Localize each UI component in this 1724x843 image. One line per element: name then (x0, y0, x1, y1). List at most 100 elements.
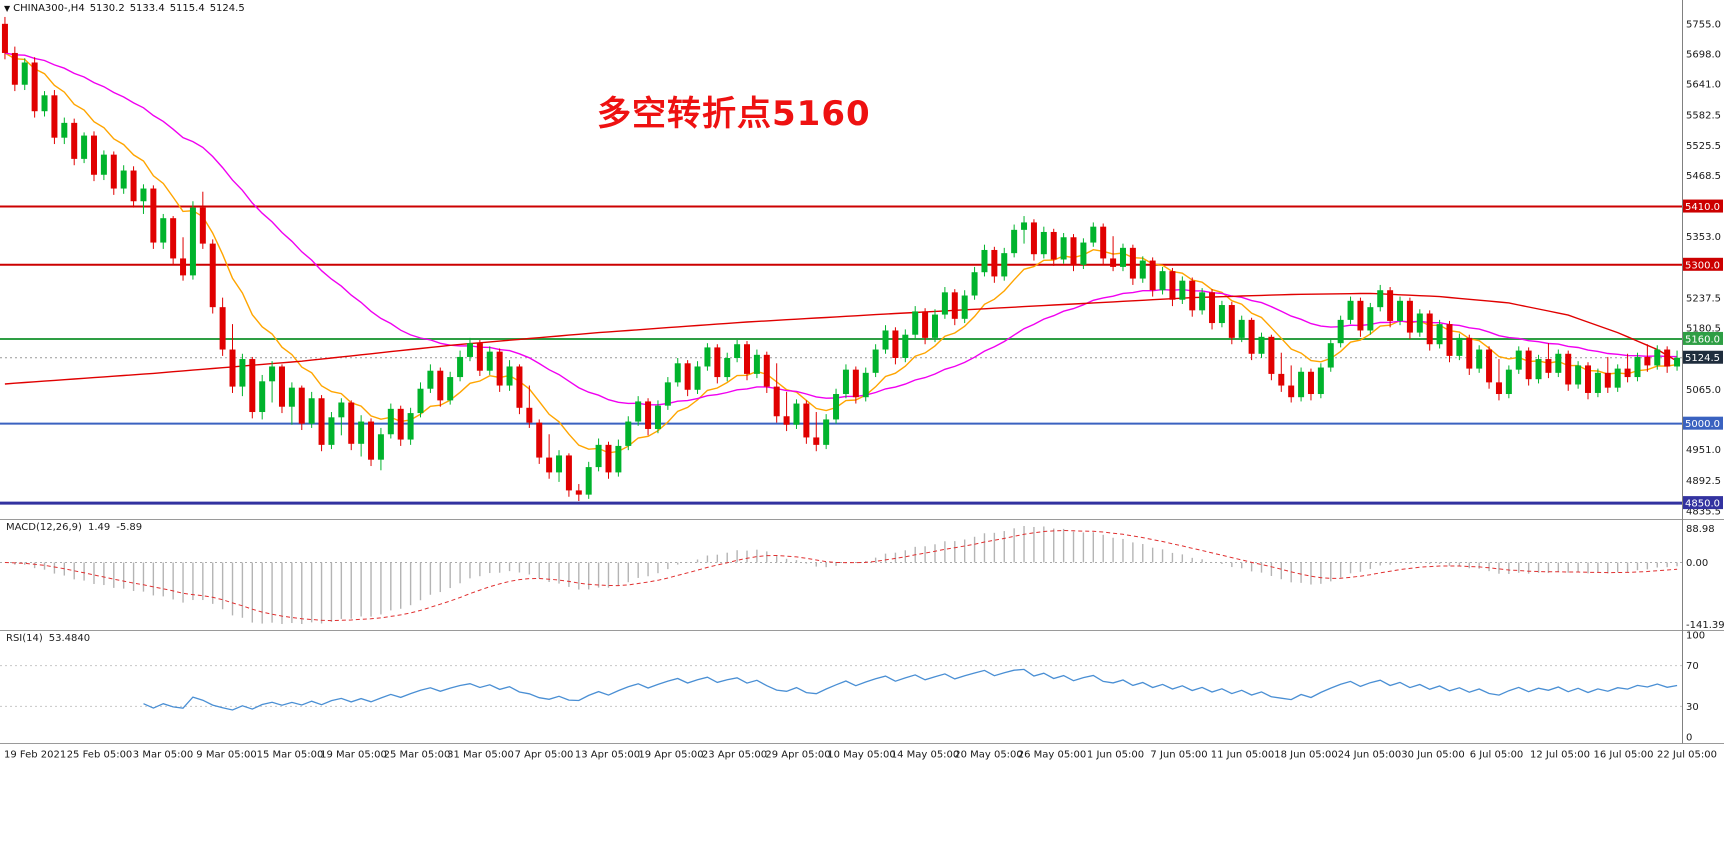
price-badge (1683, 350, 1723, 364)
candle-down (852, 369, 859, 398)
candle-down (51, 95, 58, 138)
candle-up (664, 382, 671, 406)
candle-down (229, 349, 236, 387)
candle-up (1139, 260, 1146, 279)
candle-down (1565, 353, 1572, 385)
rsi-name: RSI(14) (6, 633, 43, 644)
time-axis-label[interactable]: 9 Mar 05:00 (196, 750, 256, 761)
candle-up (1416, 313, 1423, 333)
time-axis-label[interactable]: 6 Jul 05:00 (1470, 750, 1524, 761)
candle-up (961, 295, 968, 319)
price-axis-label: 5468.5 (1686, 171, 1721, 182)
time-axis-label[interactable]: 7 Jun 05:00 (1150, 750, 1207, 761)
time-axis-label[interactable]: 26 May 05:00 (1018, 750, 1087, 761)
time-axis-label[interactable]: 25 Mar 05:00 (384, 750, 451, 761)
time-axis-label[interactable]: 15 Mar 05:00 (257, 750, 324, 761)
time-axis-label[interactable]: 7 Apr 05:00 (515, 750, 574, 761)
candle-down (813, 437, 820, 445)
candle-down (951, 292, 958, 319)
time-axis-label[interactable]: 10 May 05:00 (827, 750, 896, 761)
price-badge (1683, 331, 1723, 345)
price-badge-label: 4850.0 (1685, 499, 1720, 510)
macd-signal-line (4, 529, 1678, 622)
price-axis-label: 4892.5 (1686, 476, 1721, 487)
time-axis-label[interactable]: 13 Apr 05:00 (575, 750, 640, 761)
candle-down (1585, 365, 1592, 393)
candle-up (1377, 290, 1384, 308)
candle-up (328, 417, 335, 445)
time-axis-label[interactable]: 22 Jul 05:00 (1657, 750, 1717, 761)
price-axis-label: 5237.5 (1686, 293, 1721, 304)
candle-up (1674, 357, 1681, 367)
time-axis-label[interactable]: 25 Feb 05:00 (67, 750, 133, 761)
candle-down (130, 170, 137, 202)
candle-up (734, 344, 741, 359)
rsi-axis-label: 30 (1686, 702, 1699, 713)
candle-up (793, 403, 800, 425)
time-axis-label[interactable]: 18 Jun 05:00 (1274, 750, 1338, 761)
candle-up (724, 358, 731, 378)
candle-up (486, 351, 493, 371)
candle-up (872, 349, 879, 373)
candle-up (635, 401, 642, 422)
candle-down (546, 457, 553, 473)
time-axis-label[interactable]: 14 May 05:00 (891, 750, 960, 761)
time-axis-label[interactable]: 11 Jun 05:00 (1211, 750, 1275, 761)
candle-up (1317, 367, 1324, 395)
bar-low-value: 5115.4 (169, 3, 205, 14)
candle-down (1495, 382, 1502, 395)
candle-up (1367, 307, 1374, 331)
time-axis-label[interactable]: 3 Mar 05:00 (133, 750, 193, 761)
candle-down (1070, 237, 1077, 265)
rsi-value: 53.4840 (48, 633, 91, 644)
candle-down (1446, 324, 1453, 356)
time-axis-label[interactable]: 20 May 05:00 (954, 750, 1023, 761)
candle-down (892, 330, 899, 359)
time-axis-label[interactable]: 19 Mar 05:00 (320, 750, 387, 761)
time-axis-label[interactable]: 19 Apr 05:00 (638, 750, 703, 761)
time-axis-label[interactable]: 16 Jul 05:00 (1594, 750, 1654, 761)
time-axis-label[interactable]: 29 Apr 05:00 (765, 750, 830, 761)
candle-up (1021, 222, 1028, 230)
candle-up (902, 334, 909, 359)
candle-down (209, 243, 216, 308)
symbol-dropdown-icon[interactable]: ▼ (4, 4, 11, 13)
candle-down (90, 135, 97, 175)
candle-up (595, 444, 602, 468)
rsi-axis-label: 0 (1686, 733, 1692, 744)
candle-up (1218, 305, 1225, 324)
candle-up (1179, 280, 1186, 300)
candle-up (912, 311, 919, 335)
candle-down (1030, 222, 1037, 255)
candle-up (1397, 300, 1404, 321)
time-axis-label[interactable]: 30 Jun 05:00 (1401, 750, 1465, 761)
candle-up (862, 372, 869, 398)
time-axis-label[interactable]: 24 Jun 05:00 (1338, 750, 1402, 761)
time-axis-label[interactable]: 1 Jun 05:00 (1087, 750, 1144, 761)
price-badge-label: 5160.0 (1685, 334, 1720, 345)
candle-down (1248, 319, 1255, 354)
candle-up (1436, 324, 1443, 345)
time-axis-label[interactable]: 31 Mar 05:00 (447, 750, 514, 761)
macd-name: MACD(12,26,9) (6, 522, 82, 533)
candle-down (1100, 226, 1107, 259)
price-axis-label: 5180.5 (1686, 324, 1721, 335)
candle-up (1060, 237, 1067, 260)
candle-up (387, 408, 394, 435)
time-axis-label[interactable]: 19 Feb 2021 (4, 750, 66, 761)
time-axis-label[interactable]: 12 Jul 05:00 (1530, 750, 1590, 761)
candle-up (1199, 292, 1206, 311)
candle-up (1634, 356, 1641, 378)
symbol-info-bar: ▼ CHINA300-,H4 5130.2 5133.4 5115.4 5124.5 (4, 3, 250, 14)
candle-down (763, 354, 770, 387)
candle-down (1129, 247, 1136, 279)
candle-down (199, 207, 206, 244)
candle-down (1268, 336, 1275, 374)
time-axis-label[interactable]: 23 Apr 05:00 (702, 750, 767, 761)
candle-down (1644, 356, 1651, 366)
candle-up (654, 405, 661, 429)
candle-up (407, 413, 414, 440)
